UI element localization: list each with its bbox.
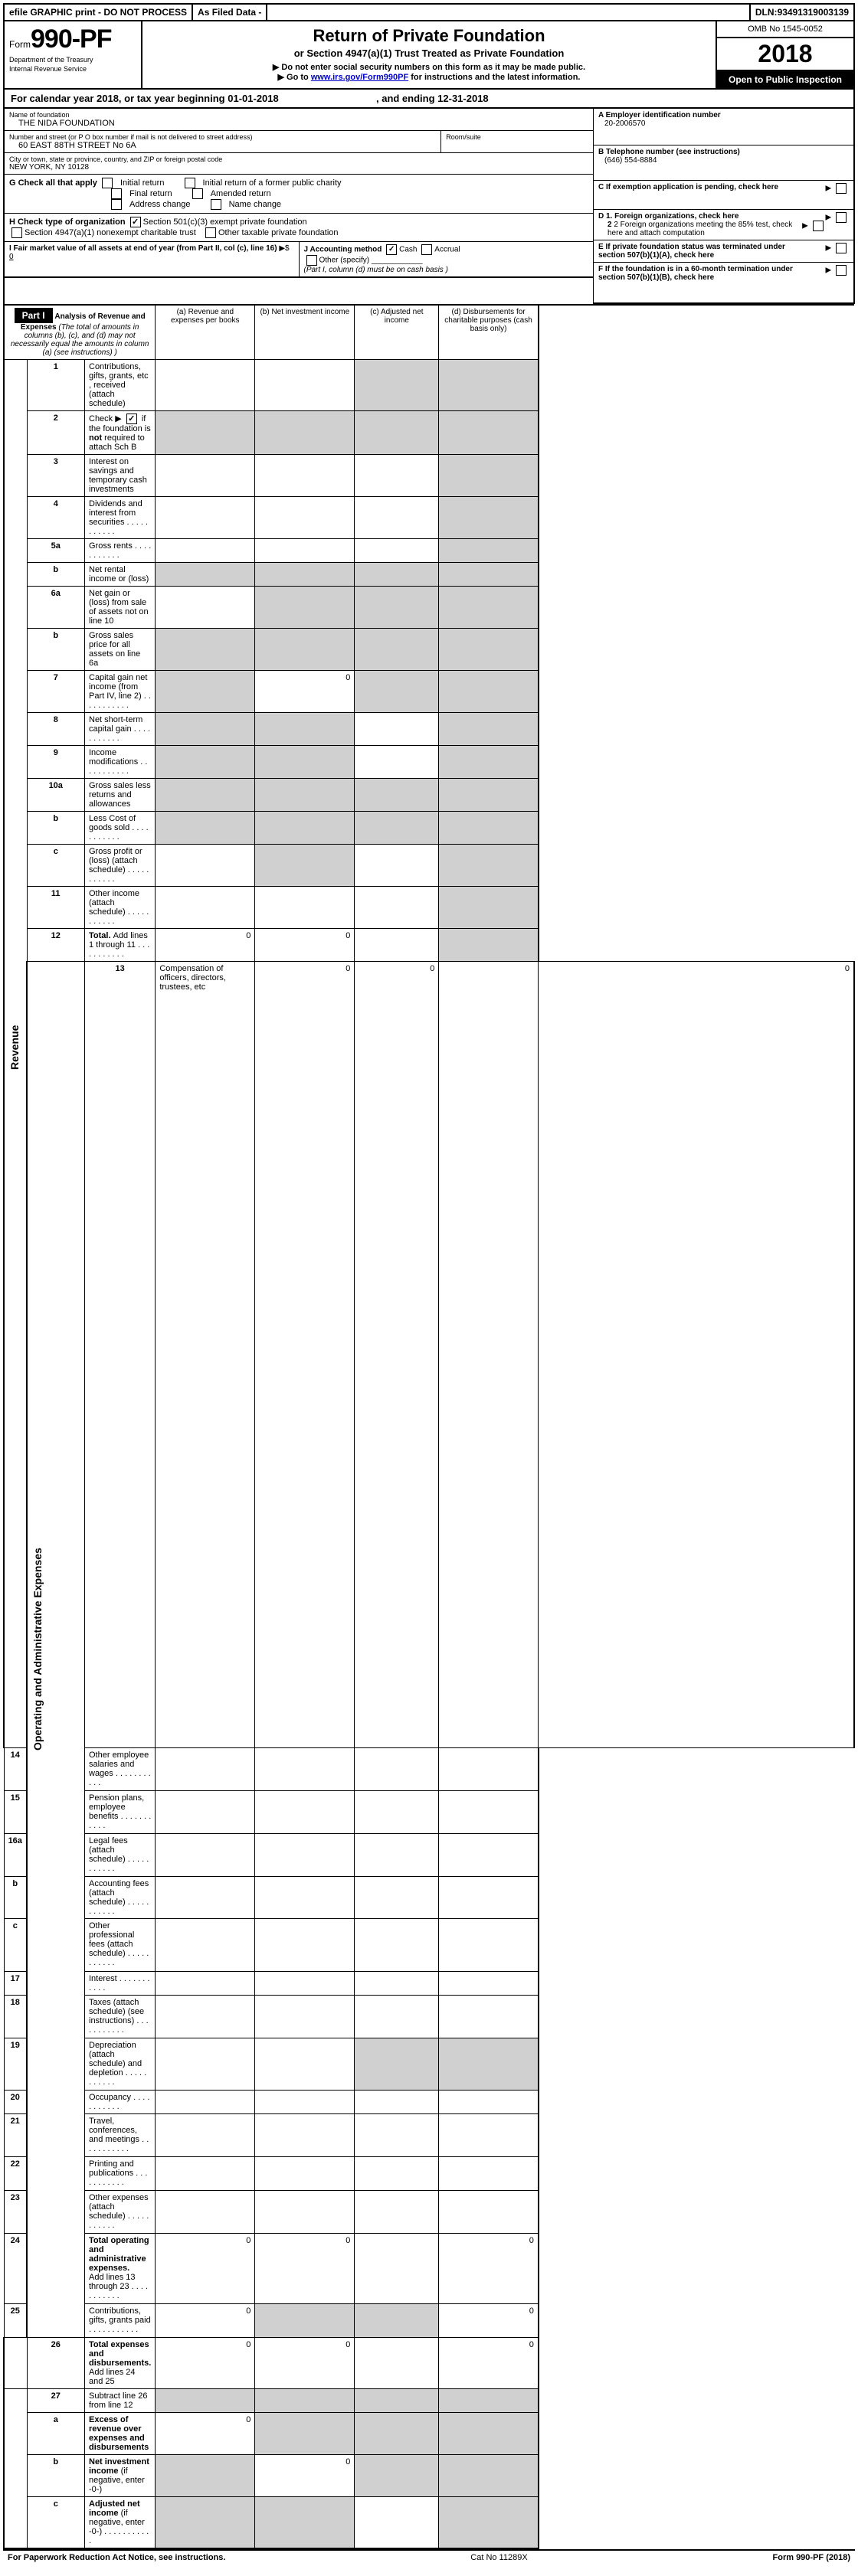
col-b-header: (b) Net investment income (255, 305, 355, 360)
chk-other-tax[interactable] (205, 227, 216, 238)
chk-F[interactable] (836, 265, 847, 276)
ein-cell: A Employer identification number 20-2006… (594, 109, 853, 145)
chk-amended[interactable] (192, 188, 203, 199)
section-J: J Accounting method ✓Cash Accrual Other … (300, 242, 594, 276)
chk-address[interactable] (111, 199, 122, 210)
section-I: I Fair market value of all assets at end… (5, 242, 300, 276)
as-filed-label: As Filed Data - (193, 5, 267, 20)
treasury-dept: Department of the Treasury (9, 56, 136, 64)
room-cell: Room/suite (441, 131, 593, 153)
chk-initial[interactable] (102, 178, 113, 188)
dln: DLN: 93491319003139 (751, 5, 853, 20)
paperwork-notice: For Paperwork Reduction Act Notice, see … (8, 2553, 225, 2562)
city-cell: City or town, state or province, country… (5, 153, 593, 175)
part1-table: Part I Analysis of Revenue and Expenses … (3, 304, 855, 2549)
efile-notice: efile GRAPHIC print - DO NOT PROCESS (5, 5, 193, 20)
omb-number: OMB No 1545-0052 (717, 21, 853, 38)
chk-initial-former[interactable] (185, 178, 195, 188)
foundation-name-cell: Name of foundation THE NIDA FOUNDATION (5, 109, 593, 131)
col-a-header: (a) Revenue and expenses per books (156, 305, 255, 360)
calendar-year-row: For calendar year 2018, or tax year begi… (3, 90, 855, 109)
header-right: OMB No 1545-0052 2018 Open to Public Ins… (716, 21, 853, 88)
form-header: Form 990-PF Department of the Treasury I… (3, 21, 855, 90)
chk-C[interactable] (836, 183, 847, 194)
phone-cell: B Telephone number (see instructions) (6… (594, 145, 853, 181)
chk-final[interactable] (111, 188, 122, 199)
section-C: C If exemption application is pending, c… (594, 181, 853, 210)
header-center: Return of Private Foundation or Section … (142, 21, 716, 88)
tax-year: 2018 (717, 38, 853, 71)
form-title: Return of Private Foundation (149, 26, 709, 46)
topbar-spacer (267, 5, 751, 20)
chk-other-acct[interactable] (306, 255, 317, 266)
form-990pf-page: efile GRAPHIC print - DO NOT PROCESS As … (0, 0, 858, 2568)
entity-info: Name of foundation THE NIDA FOUNDATION N… (3, 109, 855, 304)
cat-no: Cat No 11289X (470, 2553, 527, 2562)
form-ref: Form 990-PF (2018) (773, 2553, 851, 2562)
expenses-side-label: Operating and Administrative Expenses (31, 964, 44, 2335)
chk-schB[interactable]: ✓ (126, 414, 137, 424)
chk-4947[interactable] (11, 227, 22, 238)
chk-accrual[interactable] (421, 244, 432, 255)
col-c-header: (c) Adjusted net income (355, 305, 439, 360)
chk-cash[interactable]: ✓ (386, 244, 397, 255)
street-cell: Number and street (or P O box number if … (5, 131, 441, 153)
page-footer: For Paperwork Reduction Act Notice, see … (3, 2549, 855, 2565)
section-H: H Check type of organization ✓Section 50… (5, 214, 593, 242)
part1-label: Part I (15, 308, 53, 323)
section-F: F If the foundation is in a 60-month ter… (594, 263, 853, 304)
chk-D2[interactable] (813, 221, 824, 231)
section-D: D 1. Foreign organizations, check here ▶… (594, 210, 853, 240)
section-E: E If private foundation status was termi… (594, 240, 853, 263)
ssn-warning: ▶ Do not enter social security numbers o… (149, 62, 709, 72)
public-inspection: Open to Public Inspection (717, 71, 853, 88)
form-subtitle: or Section 4947(a)(1) Trust Treated as P… (149, 47, 709, 59)
chk-name[interactable] (211, 199, 221, 210)
chk-D1[interactable] (836, 212, 847, 223)
col-d-header: (d) Disbursements for charitable purpose… (439, 305, 539, 360)
chk-501c3[interactable]: ✓ (130, 217, 141, 227)
section-G: G Check all that apply Initial return In… (5, 175, 593, 214)
irs-dept: Internal Revenue Service (9, 65, 136, 73)
irs-link[interactable]: www.irs.gov/Form990PF (311, 73, 408, 82)
top-bar: efile GRAPHIC print - DO NOT PROCESS As … (3, 3, 855, 21)
form-number: Form 990-PF (9, 25, 136, 54)
chk-E[interactable] (836, 243, 847, 253)
revenue-side-label: Revenue (8, 362, 21, 1733)
header-left: Form 990-PF Department of the Treasury I… (5, 21, 142, 88)
instructions-link-line: ▶ Go to www.irs.gov/Form990PF for instru… (149, 72, 709, 82)
